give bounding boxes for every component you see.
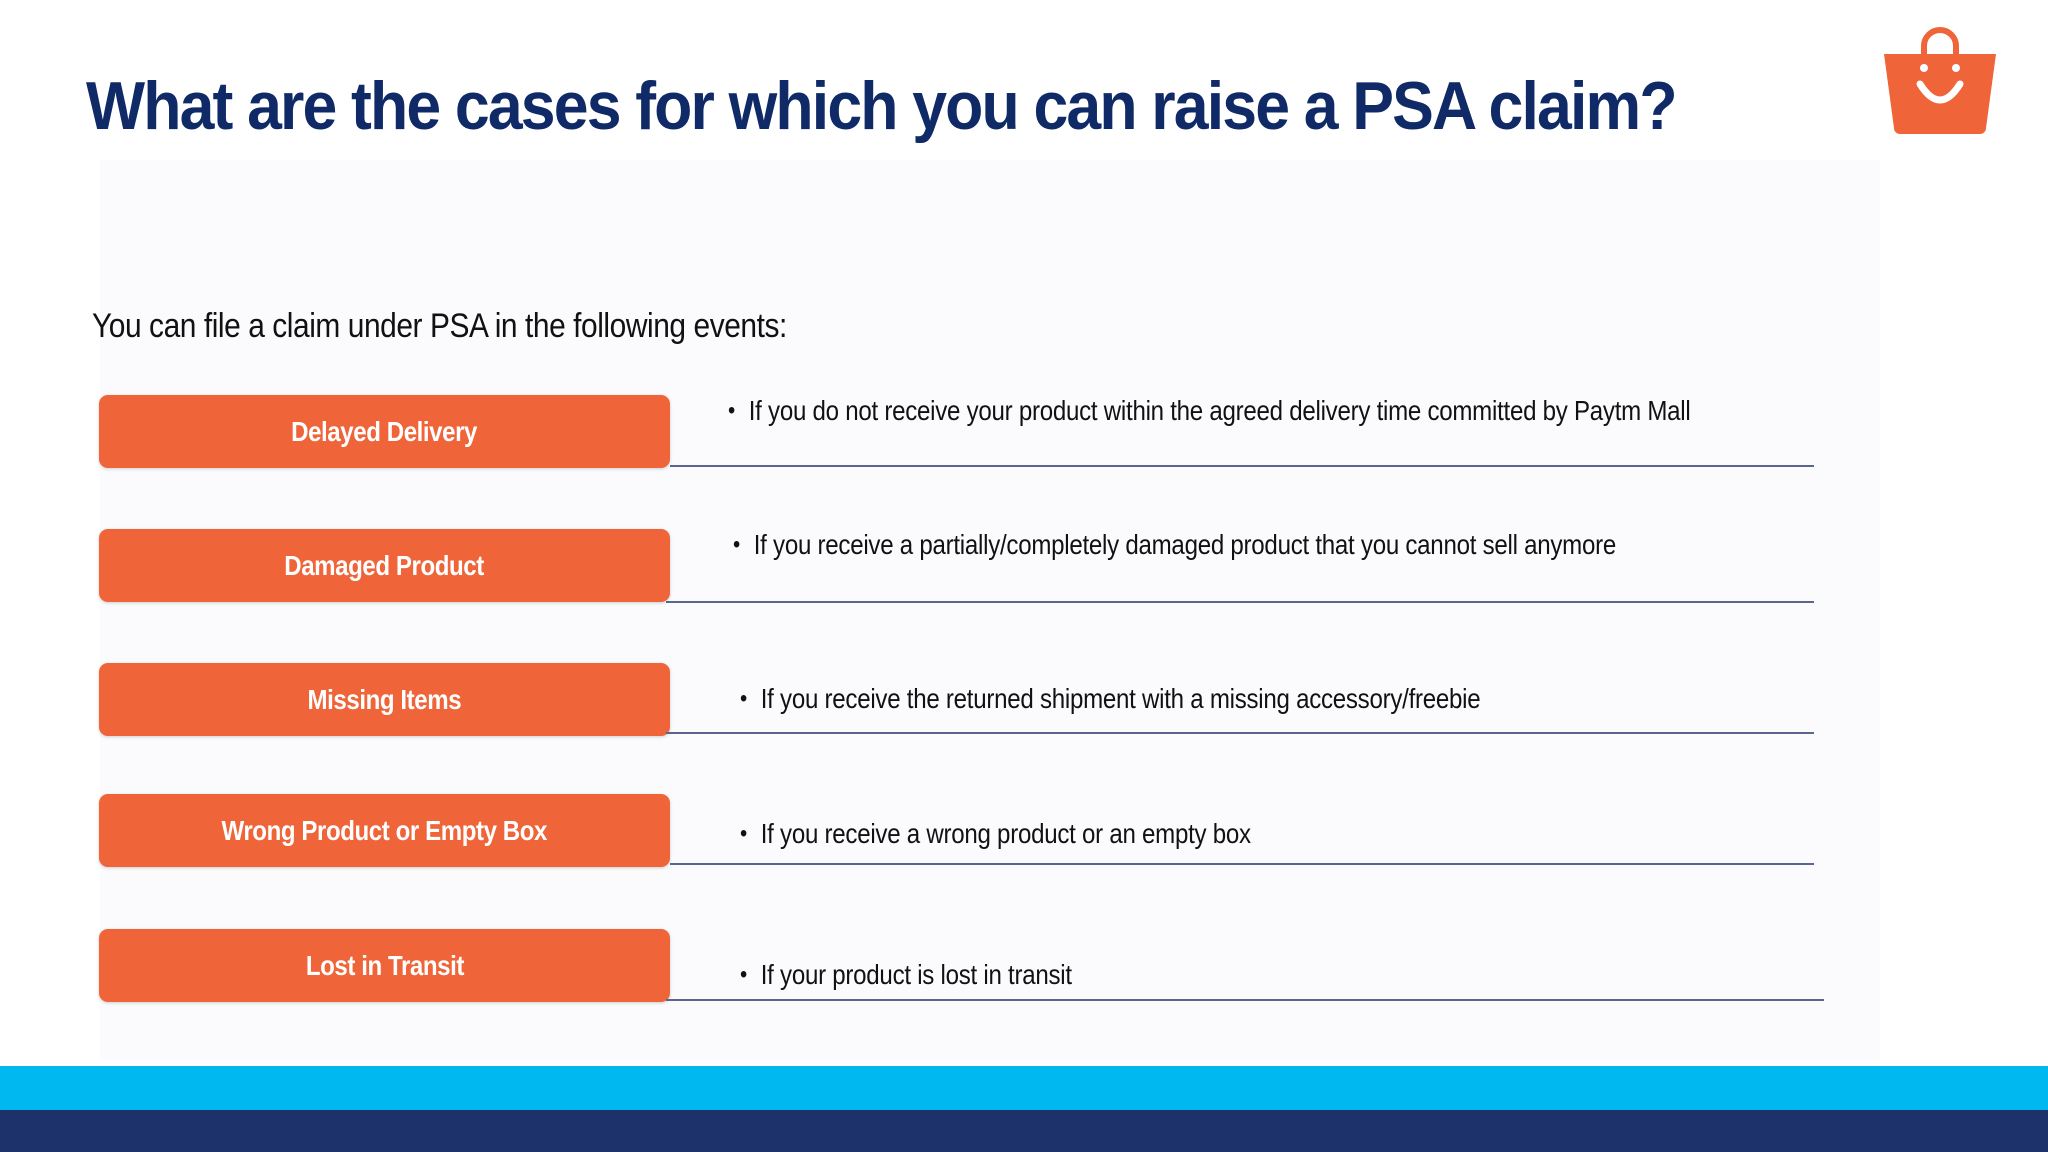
case-description: • If you receive a partially/completely d…: [733, 529, 1616, 561]
shopping-bag-smile-icon: [1884, 27, 1996, 134]
divider-line: [666, 732, 1814, 734]
intro-text: You can file a claim under PSA in the fo…: [92, 307, 787, 345]
case-label-pill: Wrong Product or Empty Box: [99, 794, 670, 867]
case-label-pill: Lost in Transit: [99, 929, 670, 1002]
case-description: • If you receive the returned shipment wi…: [740, 683, 1481, 715]
case-label-pill: Damaged Product: [99, 529, 670, 602]
bullet: •: [740, 685, 747, 712]
divider-line: [666, 601, 1814, 603]
slide-background: [100, 160, 1880, 1060]
case-row: Missing Items • If you receive the return…: [0, 663, 2048, 743]
case-label-pill: Delayed Delivery: [99, 395, 670, 468]
bullet: •: [740, 820, 747, 847]
case-row: Damaged Product • If you receive a partia…: [0, 529, 2048, 609]
case-row: Delayed Delivery • If you do not receive …: [0, 395, 2048, 475]
divider-line: [670, 465, 1814, 467]
footer-band-dark: [0, 1110, 2048, 1152]
case-description-text: If you receive the returned shipment wit…: [760, 683, 1481, 714]
case-label: Damaged Product: [284, 549, 485, 581]
bullet: •: [728, 397, 735, 424]
case-description-text: If you do not receive your product withi…: [748, 395, 1691, 426]
case-row: Lost in Transit • If your product is lost…: [0, 929, 2048, 1009]
slide-title: What are the cases for which you can rai…: [86, 68, 1678, 144]
bullet: •: [740, 961, 747, 988]
case-label: Delayed Delivery: [291, 415, 478, 447]
case-label: Missing Items: [307, 683, 462, 715]
bullet: •: [733, 531, 740, 558]
divider-line: [666, 999, 1824, 1001]
case-label: Wrong Product or Empty Box: [221, 814, 548, 846]
case-description: • If you receive a wrong product or an em…: [740, 818, 1251, 850]
case-label: Lost in Transit: [305, 949, 464, 981]
case-description-text: If you receive a partially/completely da…: [753, 529, 1617, 560]
case-description-text: If you receive a wrong product or an emp…: [760, 818, 1251, 849]
case-row: Wrong Product or Empty Box • If you recei…: [0, 794, 2048, 874]
divider-line: [670, 863, 1814, 865]
footer-band-light: [0, 1066, 2048, 1110]
case-description: • If your product is lost in transit: [740, 959, 1072, 991]
case-description-text: If your product is lost in transit: [760, 959, 1072, 990]
case-label-pill: Missing Items: [99, 663, 670, 736]
case-description: • If you do not receive your product with…: [728, 395, 1691, 427]
